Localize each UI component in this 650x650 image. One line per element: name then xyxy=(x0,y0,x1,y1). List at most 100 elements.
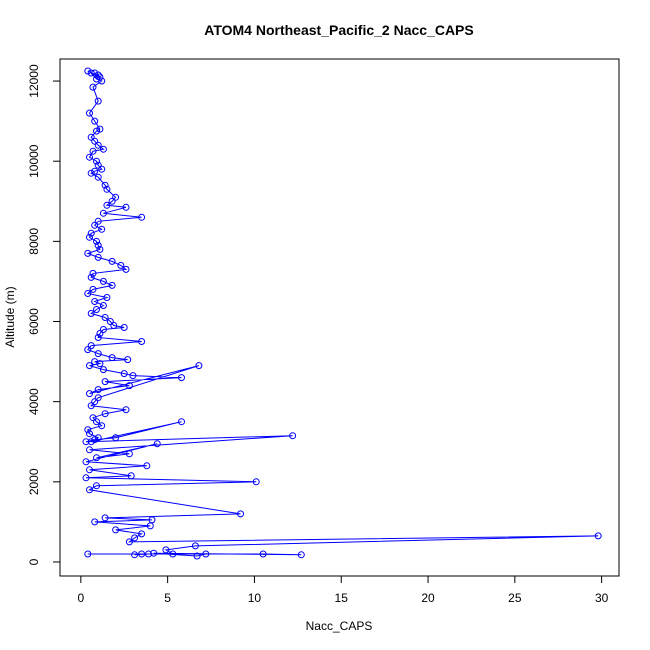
data-point-0-132 xyxy=(84,550,92,558)
data-point-0-62 xyxy=(96,330,104,337)
data-point-0-129 xyxy=(150,549,158,557)
data-point-0-120 xyxy=(594,532,602,540)
y-tick-label-2: 4000 xyxy=(27,388,41,415)
data-point-0-127 xyxy=(259,550,267,558)
data-point-0-7 xyxy=(89,83,97,91)
x-tick-label-4: 20 xyxy=(421,591,435,605)
data-point-0-82 xyxy=(94,394,102,402)
data-point-0-45 xyxy=(122,265,130,273)
data-point-0-12 xyxy=(93,127,100,135)
series-layer xyxy=(85,70,599,557)
data-point-0-97 xyxy=(82,438,90,446)
data-point-0-47 xyxy=(87,273,95,281)
data-point-0-34 xyxy=(91,221,99,229)
data-point-0-14 xyxy=(91,137,99,145)
data-point-0-4 xyxy=(87,69,95,77)
data-point-0-36 xyxy=(87,229,95,237)
data-point-0-31 xyxy=(99,209,107,217)
data-point-0-56 xyxy=(87,310,95,317)
data-point-0-121 xyxy=(191,542,199,550)
data-point-0-18 xyxy=(86,153,93,161)
data-point-0-9 xyxy=(86,109,93,117)
data-point-0-98 xyxy=(289,432,297,440)
data-point-0-74 xyxy=(120,370,128,378)
data-point-0-17 xyxy=(89,147,97,155)
data-point-0-99 xyxy=(86,446,93,454)
data-point-0-32 xyxy=(138,213,146,221)
y-tick-label-6: 12000 xyxy=(27,64,41,98)
y-axis: 0 2000 4000 6000 8000 10000 12000 xyxy=(27,64,60,565)
data-point-0-38 xyxy=(93,237,100,245)
data-point-0-2 xyxy=(96,73,104,81)
x-tick-label-3: 15 xyxy=(335,591,349,605)
data-point-0-105 xyxy=(86,466,93,474)
data-point-0-52 xyxy=(103,294,111,301)
y-tick-label-0: 0 xyxy=(27,558,41,565)
data-point-0-65 xyxy=(87,342,95,350)
data-point-0-46 xyxy=(89,269,97,277)
data-point-0-6 xyxy=(98,77,106,85)
data-point-0-50 xyxy=(89,285,97,293)
x-tick-label-1: 5 xyxy=(164,591,171,605)
data-point-0-49 xyxy=(108,281,116,289)
data-point-0-83 xyxy=(91,398,99,406)
data-point-0-124 xyxy=(145,550,152,558)
data-point-0-71 xyxy=(96,360,104,368)
data-point-0-42 xyxy=(94,253,102,261)
data-point-0-35 xyxy=(98,225,106,233)
data-point-0-55 xyxy=(93,306,100,313)
data-point-0-128 xyxy=(297,551,305,559)
y-tick-label-5: 10000 xyxy=(27,144,41,178)
points-layer xyxy=(82,67,602,560)
data-point-0-15 xyxy=(94,141,102,149)
data-point-0-125 xyxy=(131,551,139,559)
data-point-0-16 xyxy=(99,145,107,153)
x-axis: 0 5 10 15 20 25 30 xyxy=(77,576,609,605)
data-point-0-67 xyxy=(94,350,102,358)
data-point-0-68 xyxy=(108,354,116,362)
data-point-0-110 xyxy=(86,486,93,494)
data-point-0-115 xyxy=(146,522,154,530)
data-point-0-90 xyxy=(84,426,92,434)
data-point-0-72 xyxy=(86,362,93,370)
data-point-0-20 xyxy=(94,161,102,169)
data-point-0-88 xyxy=(93,418,100,426)
data-point-0-22 xyxy=(91,167,99,175)
data-point-0-64 xyxy=(138,338,146,345)
data-point-0-95 xyxy=(112,434,120,442)
data-point-0-39 xyxy=(94,241,102,249)
data-point-0-58 xyxy=(106,318,114,325)
data-point-0-130 xyxy=(193,552,201,560)
data-point-0-94 xyxy=(178,418,185,426)
data-point-0-66 xyxy=(84,346,92,354)
data-point-0-78 xyxy=(125,382,133,390)
data-point-0-131 xyxy=(202,550,210,558)
data-point-0-119 xyxy=(125,538,133,546)
series-line-0 xyxy=(85,70,599,557)
data-point-0-13 xyxy=(87,133,95,141)
data-point-0-80 xyxy=(86,390,93,398)
data-point-0-77 xyxy=(101,378,109,386)
data-point-0-123 xyxy=(169,550,177,558)
data-point-0-75 xyxy=(129,372,137,380)
data-point-0-109 xyxy=(93,482,100,490)
data-point-0-27 xyxy=(112,193,120,201)
data-point-0-11 xyxy=(96,125,104,133)
data-point-0-69 xyxy=(124,356,132,364)
data-point-0-100 xyxy=(125,450,133,458)
data-point-0-61 xyxy=(99,326,107,333)
data-point-0-37 xyxy=(86,233,93,241)
data-point-0-91 xyxy=(86,430,93,438)
x-tick-label-0: 0 xyxy=(77,591,84,605)
chart-title: ATOM4 Northeast_Pacific_2 Nacc_CAPS xyxy=(204,22,473,38)
data-point-0-79 xyxy=(94,386,102,394)
data-point-0-41 xyxy=(84,249,92,257)
data-point-0-116 xyxy=(112,526,120,534)
data-point-0-28 xyxy=(108,197,116,205)
x-axis-label: Nacc_CAPS xyxy=(306,619,373,633)
data-point-0-101 xyxy=(93,454,100,462)
data-point-0-73 xyxy=(99,366,107,374)
data-point-0-117 xyxy=(138,530,146,538)
y-tick-label-4: 8000 xyxy=(27,228,41,255)
